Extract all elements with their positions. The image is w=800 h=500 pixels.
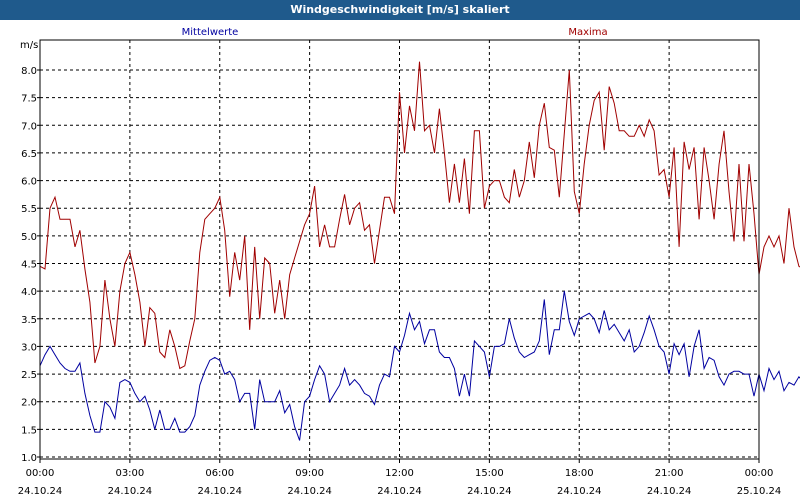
y-tick-label: 1.0 bbox=[21, 453, 37, 464]
y-tick-label: 2.0 bbox=[21, 398, 37, 409]
x-tick-date: 24.10.24 bbox=[647, 486, 692, 497]
series-lines bbox=[39, 61, 800, 441]
plot-frame bbox=[39, 39, 760, 460]
y-tick-label: 8.0 bbox=[21, 66, 37, 77]
x-tick-date: 24.10.24 bbox=[197, 486, 242, 497]
x-tick-time: 00:00 bbox=[26, 468, 55, 479]
x-tick-time: 09:00 bbox=[295, 468, 324, 479]
grid-lines bbox=[40, 40, 759, 459]
x-tick-date: 24.10.24 bbox=[287, 486, 332, 497]
y-tick-label: 4.5 bbox=[21, 260, 37, 271]
x-tick-date: 24.10.24 bbox=[18, 486, 63, 497]
y-axis-label: m/s bbox=[20, 40, 38, 51]
y-tick-label: 7.0 bbox=[21, 121, 37, 132]
y-tick-label: 5.5 bbox=[21, 204, 37, 215]
x-tick-time: 12:00 bbox=[385, 468, 414, 479]
x-tick-date: 24.10.24 bbox=[108, 486, 153, 497]
x-tick-date: 24.10.24 bbox=[377, 486, 422, 497]
y-tick-label: 6.5 bbox=[21, 149, 37, 160]
legend-mittelwerte: Mittelwerte bbox=[182, 27, 239, 38]
x-tick-date: 25.10.24 bbox=[737, 486, 782, 497]
x-tick-time: 18:00 bbox=[565, 468, 594, 479]
legend-maxima: Maxima bbox=[568, 27, 607, 38]
y-tick-label: 7.5 bbox=[21, 94, 37, 105]
x-tick-time: 21:00 bbox=[655, 468, 684, 479]
x-tick-date: 24.10.24 bbox=[467, 486, 512, 497]
series-line-maxima bbox=[39, 61, 800, 370]
y-tick-label: 4.0 bbox=[21, 287, 37, 298]
chart-background bbox=[0, 20, 800, 500]
y-tick-label: 5.0 bbox=[21, 232, 37, 243]
x-axis-ticks: 00:00 24.10.24 03:00 24.10.24 06:00 24.10.24 0… bbox=[18, 459, 782, 497]
chart-canvas: 1.0 1.5 2.0 2.5 3.0 3.5 4.0 4.5 5.0 5.5 6.0 6.5 7.0 7… bbox=[0, 20, 800, 500]
series-line-mittelwerte bbox=[39, 291, 800, 441]
x-tick-time: 06:00 bbox=[205, 468, 234, 479]
y-tick-label: 1.5 bbox=[21, 425, 37, 436]
y-tick-label: 2.5 bbox=[21, 370, 37, 381]
x-tick-time: 03:00 bbox=[115, 468, 144, 479]
y-tick-label: 6.0 bbox=[21, 177, 37, 188]
chart-title: Windgeschwindigkeit [m/s] skaliert bbox=[290, 3, 510, 16]
y-tick-label: 3.5 bbox=[21, 315, 37, 326]
x-tick-time: 15:00 bbox=[475, 468, 504, 479]
x-tick-date: 24.10.24 bbox=[557, 486, 602, 497]
x-tick-time: 00:00 bbox=[745, 468, 774, 479]
y-tick-label: 3.0 bbox=[21, 342, 37, 353]
chart-title-bar: Windgeschwindigkeit [m/s] skaliert bbox=[0, 0, 800, 20]
